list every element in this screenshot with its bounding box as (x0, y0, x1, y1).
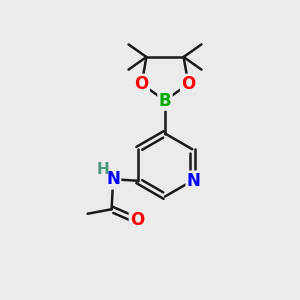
Text: B: B (159, 92, 171, 110)
Text: H: H (96, 162, 109, 177)
Text: O: O (130, 211, 144, 229)
Text: N: N (106, 170, 120, 188)
Text: O: O (181, 75, 196, 93)
Text: N: N (187, 172, 201, 190)
Text: O: O (134, 75, 149, 93)
